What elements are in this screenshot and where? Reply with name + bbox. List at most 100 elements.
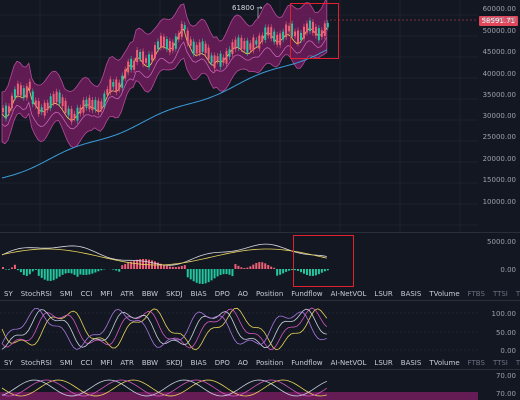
macd-chart[interactable] (0, 233, 520, 288)
macd-bar (291, 269, 294, 271)
candle (267, 24, 270, 39)
y-axis-tick: 50000.00 (482, 26, 516, 35)
indicator-tab[interactable]: AO (237, 359, 249, 367)
candle (43, 99, 46, 119)
macd-bar (168, 266, 171, 269)
candle (109, 76, 112, 96)
oscillator-chart[interactable] (0, 301, 520, 357)
macd-bar (67, 269, 70, 274)
indicator-tab[interactable]: AI-NetVOL (330, 359, 367, 367)
macd-bar (46, 269, 49, 281)
indicator-tab[interactable]: LSUR (374, 359, 393, 367)
macd-bar (177, 266, 180, 269)
candle (273, 28, 276, 45)
candle (40, 104, 43, 116)
indicator-tab[interactable]: StochRSI (20, 290, 52, 298)
pane-divider[interactable] (0, 369, 520, 370)
macd-bar (255, 262, 258, 269)
indicator-tab[interactable]: BASIS (400, 359, 422, 367)
indicator-tab[interactable]: SKDJ (166, 359, 183, 367)
highlight-box-macd (293, 235, 354, 287)
indicator-tab[interactable]: LSUR (374, 290, 393, 298)
macd-bar (31, 269, 34, 272)
indicator-tab[interactable]: TVolume (429, 359, 460, 367)
y-axis-tick: 10000.00 (482, 197, 516, 206)
macd-bar (225, 269, 228, 275)
pane-divider[interactable] (0, 300, 520, 301)
macd-bar (276, 269, 279, 276)
candle (311, 18, 314, 36)
indicator-tab[interactable]: Fundflow (291, 359, 323, 367)
macd-bar (145, 259, 148, 269)
candle (133, 57, 136, 73)
indicator-tab[interactable]: MFI (100, 359, 113, 367)
indicator-tab[interactable]: SY (4, 359, 13, 367)
macd-bar (130, 261, 133, 269)
indicator-tab[interactable]: CCI (80, 290, 93, 298)
macd-bar (61, 269, 64, 275)
indicator-tab[interactable]: BIAS (190, 359, 207, 367)
indicator-tab[interactable]: DPO (214, 359, 230, 367)
macd-bar (70, 269, 73, 274)
candle (249, 40, 252, 53)
oscillator-pane[interactable]: 100.00 50.00 0.00 (0, 301, 520, 357)
indicator-tab[interactable]: BBW (141, 359, 159, 367)
indicator-tab[interactable]: SKDJ (166, 290, 183, 298)
peak-price-label: 61800 → (232, 4, 263, 12)
price-chart[interactable] (0, 0, 520, 232)
pane-divider[interactable] (0, 232, 520, 233)
indicator-tab[interactable]: TVolume (429, 290, 460, 298)
indicator-tab[interactable]: SMI (59, 290, 73, 298)
indicator-tab[interactable]: BASIS (400, 290, 422, 298)
indicator-tab[interactable]: ATR (120, 290, 134, 298)
candle (130, 55, 133, 73)
candle (103, 90, 106, 110)
indicator-tab[interactable]: SY (4, 290, 13, 298)
y-axis-tick: 55000.00 (482, 15, 516, 24)
macd-bar (252, 264, 255, 269)
candle (112, 79, 115, 90)
macd-bar (240, 267, 243, 269)
price-pane[interactable]: 61800 → 58591.71 60000.00 55000.00 50000.0… (0, 0, 520, 232)
indicator-tab[interactable]: CCI (80, 359, 93, 367)
indicator-tab[interactable]: FTBS (467, 359, 485, 367)
indicator-tab[interactable]: TTSI (492, 359, 508, 367)
indicator-tab[interactable]: AI-NetVOL (330, 290, 367, 298)
indicator-tab[interactable]: MFI (100, 290, 113, 298)
indicator-tab[interactable]: AO (237, 290, 249, 298)
candle (297, 27, 300, 47)
candle (124, 66, 127, 82)
macd-bar (228, 269, 231, 275)
candle (58, 89, 61, 107)
indicator-tab[interactable]: StochRSI (20, 359, 52, 367)
indicator-tab[interactable]: ATR (120, 359, 134, 367)
bottom-indicator-pane[interactable]: 70.00 70.00 (0, 370, 520, 400)
macd-bar (28, 269, 31, 275)
macd-bar (285, 269, 288, 272)
indicator-tab[interactable]: Fundflow (291, 290, 323, 298)
macd-bar (231, 269, 234, 277)
indicator-tab[interactable]: BBW (141, 290, 159, 298)
indicator-tab[interactable]: FTBS (467, 290, 485, 298)
macd-bar (94, 269, 97, 273)
indicator-tab[interactable]: Position (256, 290, 284, 298)
candle (234, 36, 237, 53)
macd-pane[interactable]: 5000.00 0.00 (0, 233, 520, 288)
macd-bar (186, 269, 189, 278)
candle (195, 41, 198, 57)
macd-bar (246, 267, 249, 269)
indicator-tab[interactable]: DPO (214, 290, 230, 298)
candle (156, 38, 159, 53)
bottom-indicator-chart[interactable] (0, 370, 520, 400)
indicator-tab[interactable]: TTMU (515, 359, 520, 367)
indicator-tab[interactable]: TTMU (515, 290, 520, 298)
indicator-tab[interactable]: BIAS (190, 290, 207, 298)
macd-bar (183, 265, 186, 269)
macd-bar (264, 263, 267, 269)
indicator-tab[interactable]: Position (256, 359, 284, 367)
candle (121, 72, 124, 91)
indicator-tab[interactable]: SMI (59, 359, 73, 367)
indicator-tab[interactable]: TTSI (492, 290, 508, 298)
macd-bar (171, 266, 174, 269)
